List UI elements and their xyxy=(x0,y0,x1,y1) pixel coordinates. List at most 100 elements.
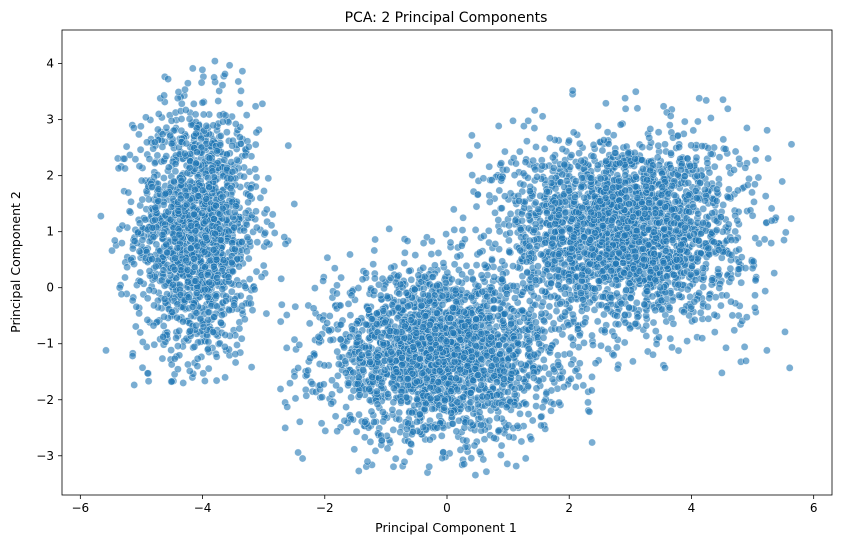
data-point xyxy=(236,291,245,300)
data-point xyxy=(277,274,286,283)
data-point xyxy=(431,325,440,334)
data-point xyxy=(166,215,175,224)
data-point xyxy=(136,328,145,337)
data-point xyxy=(225,61,234,70)
data-point xyxy=(115,283,124,292)
data-point xyxy=(268,210,277,219)
data-point xyxy=(225,306,234,315)
data-point xyxy=(372,320,381,328)
data-point xyxy=(334,360,343,369)
data-point xyxy=(524,345,533,353)
data-point xyxy=(517,437,526,446)
data-point xyxy=(419,239,428,247)
data-point xyxy=(262,238,271,247)
data-point xyxy=(447,409,456,417)
data-point xyxy=(320,361,329,370)
data-point xyxy=(510,385,519,393)
data-point xyxy=(251,140,260,149)
data-point xyxy=(247,363,256,371)
data-point xyxy=(151,203,160,212)
data-point xyxy=(130,237,139,245)
data-point xyxy=(183,266,192,274)
data-point xyxy=(393,334,401,343)
data-point xyxy=(328,390,336,399)
data-point xyxy=(122,142,131,151)
data-point xyxy=(143,294,152,303)
data-point xyxy=(477,355,486,363)
data-point xyxy=(347,291,356,300)
data-point xyxy=(253,238,262,247)
data-point xyxy=(472,342,481,351)
data-point xyxy=(569,341,577,349)
data-point xyxy=(123,263,131,272)
data-point xyxy=(323,253,332,262)
data-point xyxy=(409,342,418,351)
data-point xyxy=(459,393,468,401)
data-point xyxy=(170,177,178,186)
data-point xyxy=(188,64,197,73)
data-point xyxy=(346,250,354,259)
data-point xyxy=(159,266,168,274)
data-point xyxy=(532,392,540,401)
data-point xyxy=(276,317,285,326)
data-point xyxy=(158,130,167,139)
data-point xyxy=(252,128,261,137)
data-point xyxy=(205,154,214,163)
data-point xyxy=(763,346,771,355)
data-point xyxy=(674,346,683,355)
data-point xyxy=(360,418,369,426)
data-point xyxy=(134,228,142,237)
data-point xyxy=(527,305,535,314)
data-point xyxy=(177,176,186,185)
data-point xyxy=(467,454,476,463)
data-point xyxy=(219,117,227,126)
data-point xyxy=(167,139,176,148)
data-point xyxy=(221,343,229,351)
data-point xyxy=(212,352,221,361)
data-point xyxy=(128,296,137,305)
data-point xyxy=(341,368,350,377)
data-point xyxy=(434,358,443,366)
data-point xyxy=(325,312,334,320)
data-point xyxy=(432,309,441,317)
data-point xyxy=(228,141,237,150)
data-point xyxy=(294,448,302,457)
data-point xyxy=(527,283,535,292)
data-point xyxy=(367,407,376,416)
data-point xyxy=(240,315,249,324)
data-point xyxy=(363,457,372,466)
data-point xyxy=(389,426,398,434)
data-point xyxy=(138,236,147,244)
data-point xyxy=(129,244,137,253)
data-point xyxy=(126,151,134,159)
data-point xyxy=(446,314,455,323)
data-point xyxy=(400,457,409,466)
data-point xyxy=(211,229,219,238)
data-point xyxy=(428,237,436,246)
data-point xyxy=(283,403,292,411)
data-point xyxy=(405,448,414,456)
data-point xyxy=(298,454,307,463)
data-point xyxy=(291,302,300,311)
data-point xyxy=(276,385,285,393)
data-point xyxy=(537,421,545,430)
data-point xyxy=(490,434,498,442)
data-point xyxy=(182,256,190,265)
data-point xyxy=(389,398,398,407)
data-point xyxy=(364,349,373,358)
data-point xyxy=(446,238,455,247)
data-point xyxy=(371,274,379,283)
data-point xyxy=(433,394,441,403)
data-point xyxy=(493,378,501,386)
data-point xyxy=(402,289,411,297)
data-point xyxy=(387,263,396,272)
data-point xyxy=(347,393,355,402)
data-point xyxy=(175,230,183,239)
data-point xyxy=(438,292,447,300)
data-point xyxy=(466,388,475,397)
data-point xyxy=(311,284,319,292)
data-point xyxy=(434,378,443,386)
data-point xyxy=(144,195,153,204)
data-point xyxy=(442,230,450,238)
data-point xyxy=(584,398,592,407)
